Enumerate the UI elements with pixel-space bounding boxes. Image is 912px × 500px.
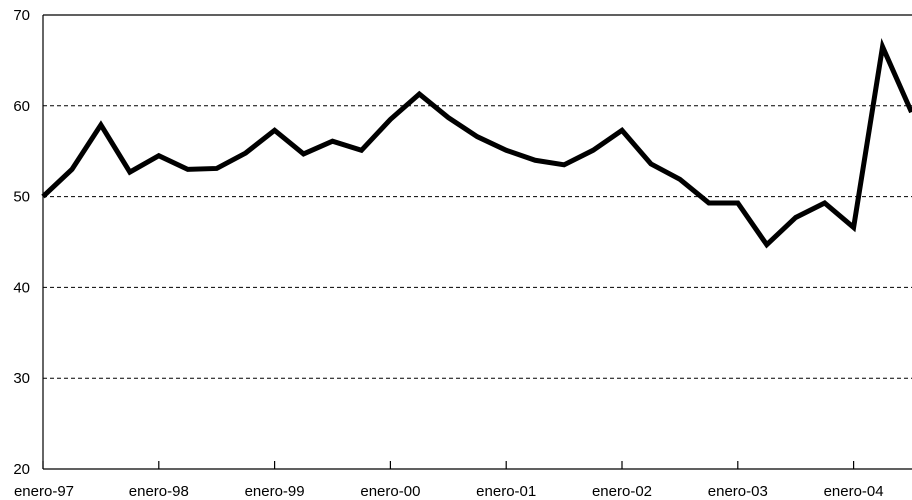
x-tick-labels: enero-97 enero-98 enero-99 enero-00 enero-01… (14, 483, 884, 500)
x-tick-label: enero-03 (708, 483, 768, 500)
y-tick-label: 30 (13, 370, 30, 387)
x-tick-label: enero-04 (824, 483, 884, 500)
x-tick-label: enero-98 (129, 483, 189, 500)
y-tick-label: 60 (13, 98, 30, 115)
y-tick-label: 40 (13, 279, 30, 296)
grid-lines (43, 105, 912, 379)
y-tick-label: 50 (13, 189, 30, 206)
x-tick-label: enero-02 (592, 483, 652, 500)
x-tick-label: enero-01 (476, 483, 536, 500)
y-tick-labels: 20 30 40 50 60 70 (13, 7, 30, 478)
x-tick-label: enero-00 (360, 483, 420, 500)
x-tick-label: enero-99 (245, 483, 305, 500)
series-line (41, 38, 912, 249)
axes (42, 14, 912, 470)
series-layer (41, 38, 912, 249)
y-tick-label: 70 (13, 7, 30, 24)
x-tick-label: enero-97 (14, 483, 74, 500)
y-tick-label: 20 (13, 461, 30, 478)
